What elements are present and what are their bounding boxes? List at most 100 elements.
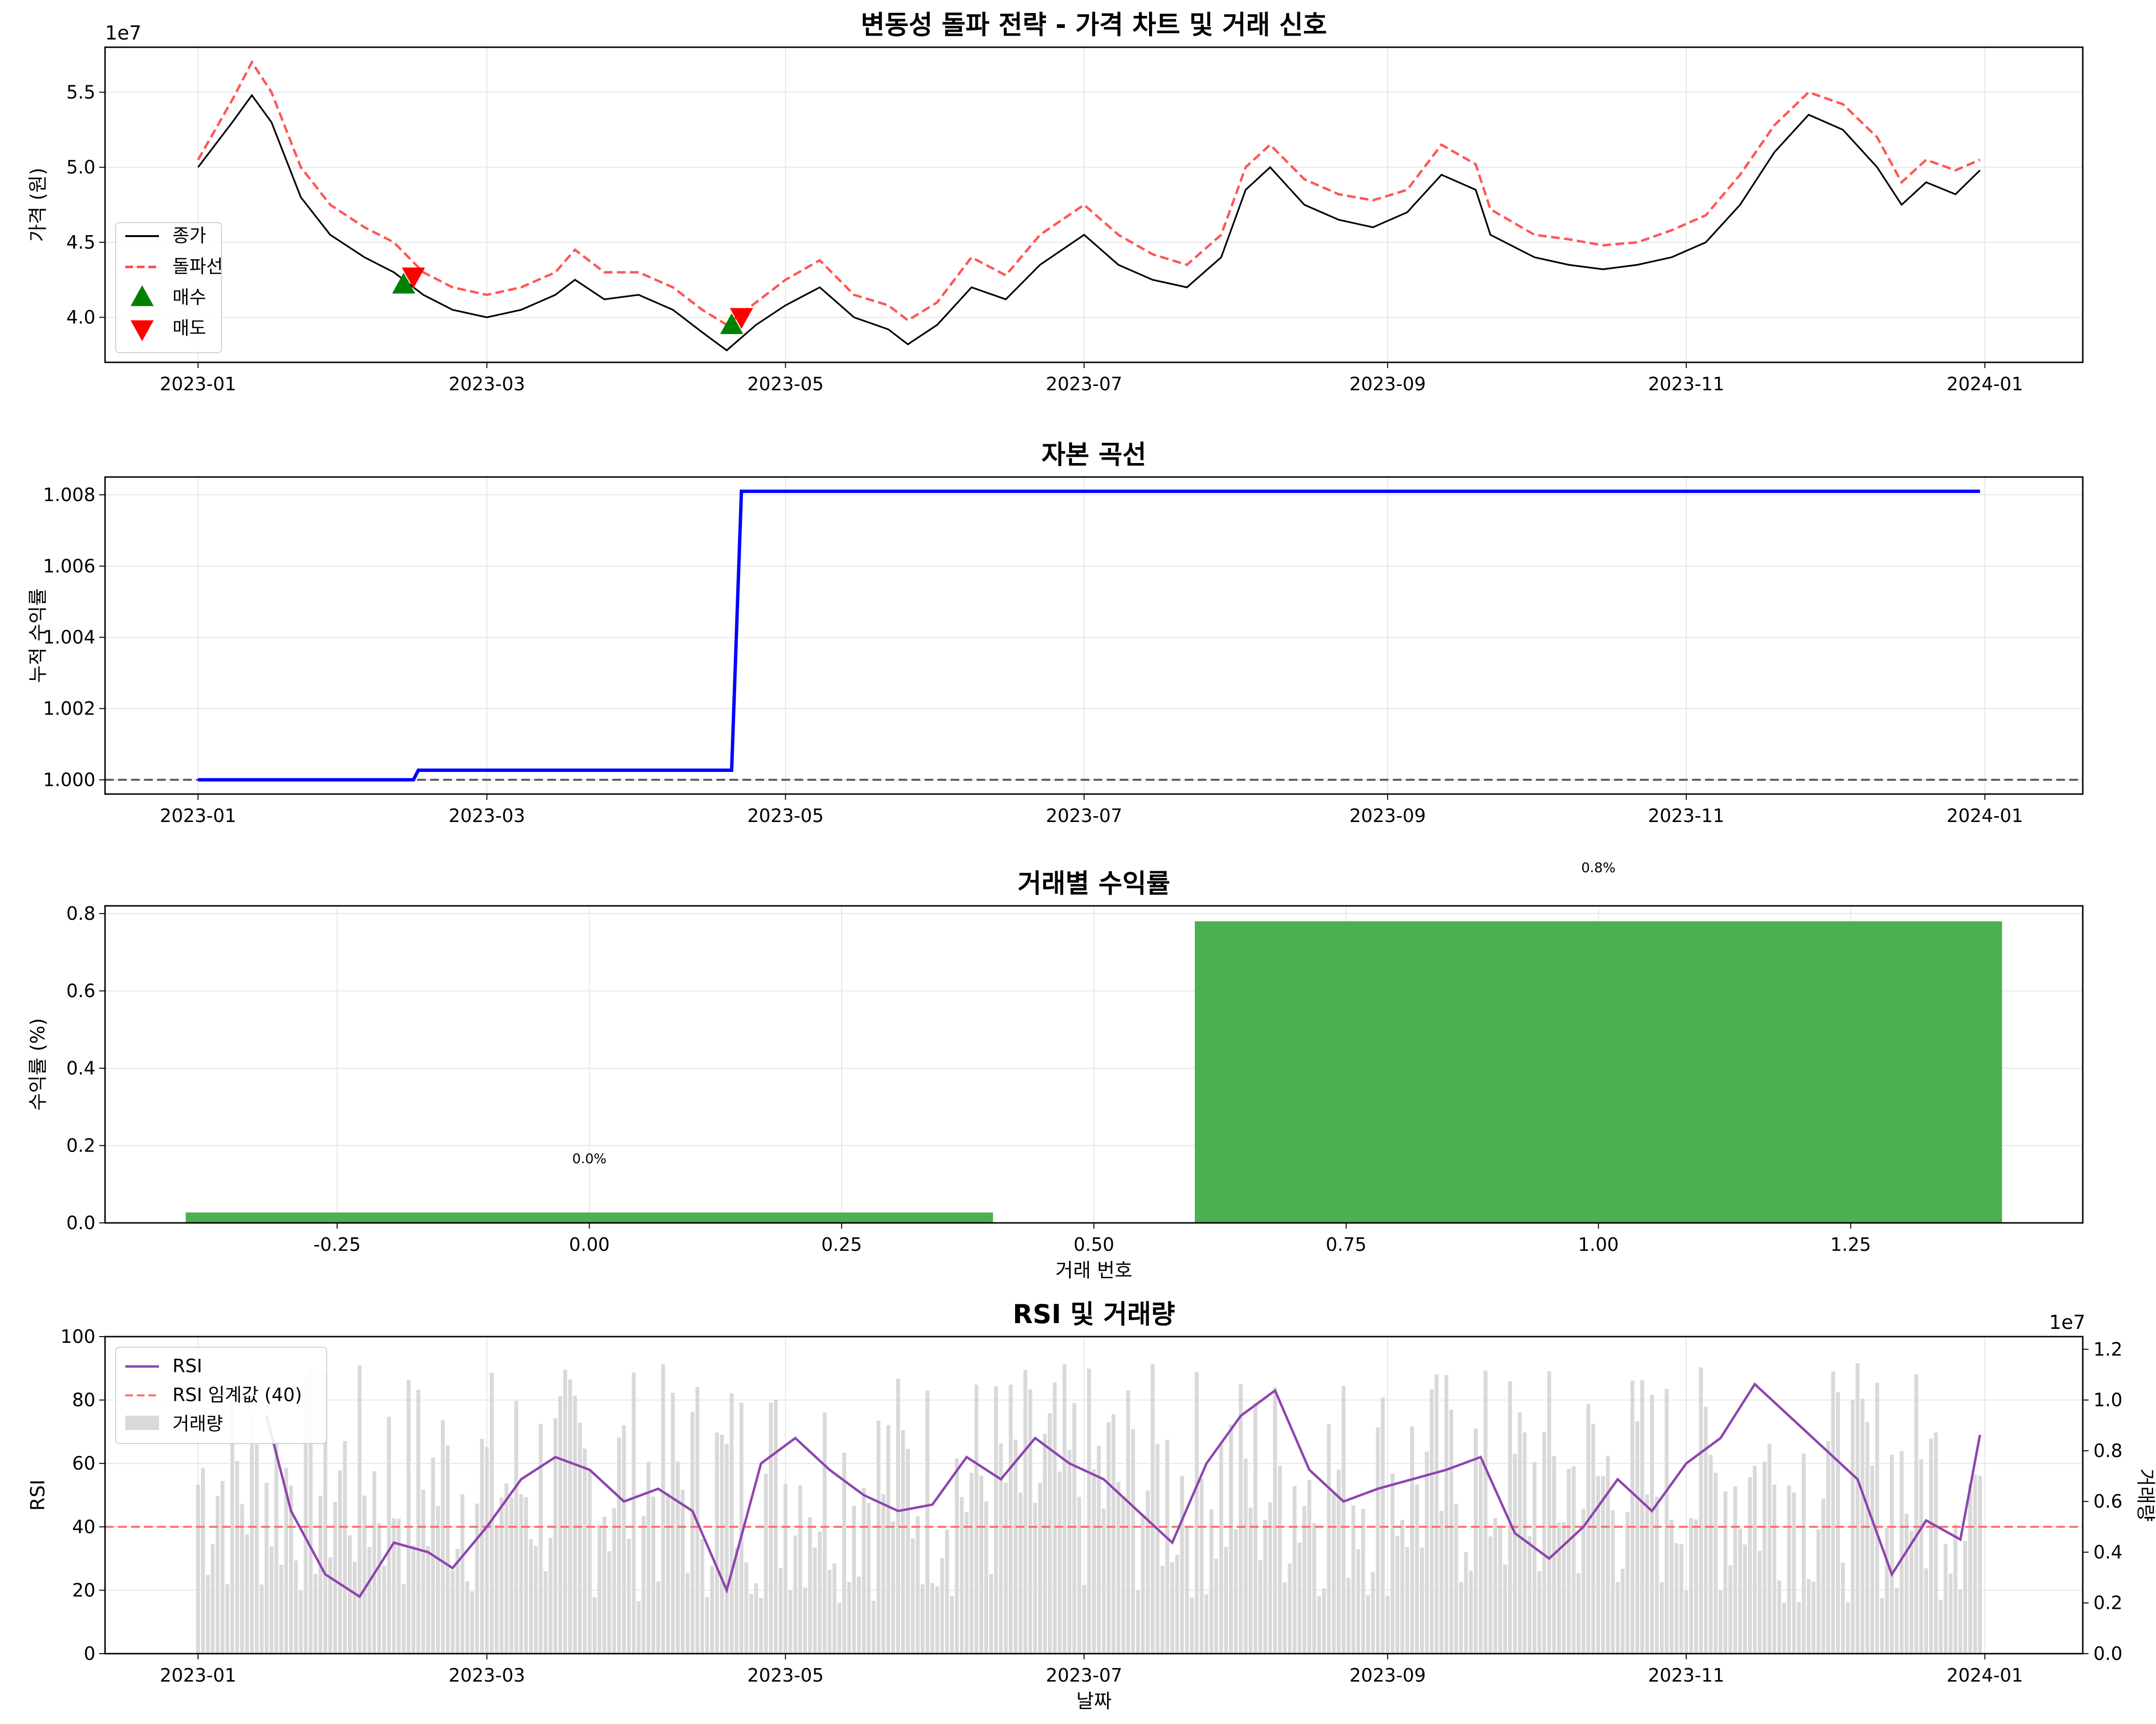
volume-bar xyxy=(1097,1446,1101,1654)
volume-bar xyxy=(1522,1432,1527,1654)
volume-bar xyxy=(739,1403,743,1654)
volume-bar xyxy=(406,1379,410,1654)
volume-bar xyxy=(1694,1519,1698,1654)
volume-bar xyxy=(793,1535,797,1654)
volume-bar xyxy=(1704,1406,1708,1654)
volume-bar xyxy=(475,1503,479,1654)
volume-bar xyxy=(950,1595,954,1654)
volume-bar xyxy=(1194,1371,1199,1654)
volume-bar xyxy=(837,1603,842,1654)
volume-bar xyxy=(230,1391,235,1654)
volume-bar xyxy=(803,1587,807,1654)
x-tick-label: 2023-03 xyxy=(449,1665,525,1686)
volume-bar xyxy=(749,1594,754,1654)
x-tick-label: 2024-01 xyxy=(1946,805,2023,826)
volume-bar xyxy=(455,1549,460,1654)
volume-bar xyxy=(1527,1536,1532,1654)
volume-bar xyxy=(289,1485,293,1654)
volume-bar xyxy=(1581,1509,1586,1654)
x-tick-label: 2023-11 xyxy=(1648,805,1725,826)
volume-bar xyxy=(906,1449,910,1654)
volume-bar xyxy=(700,1539,704,1654)
x-tick-label: 2023-07 xyxy=(1046,805,1123,826)
volume-bar xyxy=(1351,1505,1356,1654)
volume-bar xyxy=(573,1395,577,1654)
volume-bar xyxy=(1346,1578,1350,1654)
volume-bar xyxy=(539,1424,543,1654)
volume-bar xyxy=(1072,1403,1076,1654)
volume-bar xyxy=(602,1516,607,1654)
volume-bar xyxy=(1141,1514,1145,1654)
volume-bar xyxy=(686,1573,690,1654)
volume-bar xyxy=(274,1441,278,1654)
volume-bar xyxy=(1253,1403,1257,1654)
volume-bar xyxy=(225,1584,230,1654)
volume-bar xyxy=(1532,1461,1536,1654)
volume-bar xyxy=(313,1574,317,1654)
volume-bar xyxy=(744,1562,749,1654)
volume-bar xyxy=(1048,1413,1052,1654)
volume-bar xyxy=(994,1386,998,1654)
y2-tick-label: 0.2 xyxy=(2093,1592,2122,1614)
x-axis-label: 날짜 xyxy=(1076,1690,1112,1712)
volume-bar xyxy=(1131,1429,1135,1654)
x-tick-label: 2024-01 xyxy=(1946,1665,2023,1686)
volume-bar xyxy=(1185,1527,1189,1654)
volume-bar xyxy=(1053,1382,1057,1654)
volume-bar xyxy=(783,1484,788,1654)
volume-bar xyxy=(509,1497,514,1654)
x-tick-label: 0.00 xyxy=(569,1234,610,1255)
x-tick-label: 1.00 xyxy=(1578,1234,1619,1255)
volume-bar xyxy=(1116,1482,1121,1654)
volume-bar xyxy=(1782,1603,1786,1654)
close-line xyxy=(197,93,1981,352)
volume-bar xyxy=(563,1369,568,1654)
volume-bar xyxy=(1493,1518,1497,1654)
volume-bar xyxy=(1488,1536,1493,1654)
volume-bar xyxy=(260,1584,264,1654)
volume-bar xyxy=(1175,1554,1179,1654)
x-tick-label: 2023-07 xyxy=(1046,1665,1123,1686)
volume-bar xyxy=(1948,1573,1953,1654)
volume-bar xyxy=(1165,1440,1169,1654)
volume-bar xyxy=(235,1460,239,1654)
volume-bar xyxy=(891,1521,895,1654)
equity-curve-panel: 자본 곡선 2023-01 2023-03 2023-05 2023-07 2023-09… xyxy=(27,439,2084,826)
volume-bar xyxy=(617,1437,621,1654)
volume-bar xyxy=(1537,1571,1542,1654)
volume-bar xyxy=(308,1369,313,1654)
volume-bar xyxy=(607,1551,611,1654)
y-tick-label: 0.4 xyxy=(66,1058,95,1079)
x-tick-label: 2023-09 xyxy=(1349,373,1426,395)
y-tick-label: 1.006 xyxy=(43,556,95,577)
volume-bar xyxy=(245,1534,249,1654)
volume-bar xyxy=(989,1574,993,1654)
buy-marker xyxy=(392,273,415,294)
volume-bar xyxy=(1341,1386,1346,1654)
y-tick-label: 1.008 xyxy=(43,484,95,505)
volume-bar xyxy=(1366,1595,1370,1654)
volume-bar xyxy=(725,1444,729,1654)
volume-bar xyxy=(1894,1588,1899,1654)
x-tick-label: 2023-07 xyxy=(1046,373,1123,395)
volume-bar xyxy=(876,1420,881,1654)
volume-bar xyxy=(940,1558,944,1654)
volume-bar xyxy=(421,1489,425,1654)
volume-bar xyxy=(754,1583,758,1654)
volume-bar xyxy=(362,1495,367,1654)
volume-bar xyxy=(426,1546,430,1654)
x-tick-label: 2023-01 xyxy=(160,805,237,826)
volume-bar xyxy=(1434,1374,1439,1654)
volume-bar xyxy=(965,1512,969,1654)
volume-bar xyxy=(1415,1484,1419,1654)
volume-bar xyxy=(504,1483,509,1654)
volume-bar xyxy=(1439,1511,1443,1654)
y-tick-label: 20 xyxy=(72,1579,95,1601)
volume-bar xyxy=(304,1377,308,1654)
volume-bar xyxy=(872,1601,876,1654)
volume-bar xyxy=(338,1470,342,1654)
volume-bar xyxy=(1371,1572,1375,1654)
volume-bar xyxy=(1880,1598,1884,1654)
volume-bar xyxy=(915,1516,920,1654)
volume-bar xyxy=(1444,1375,1449,1654)
